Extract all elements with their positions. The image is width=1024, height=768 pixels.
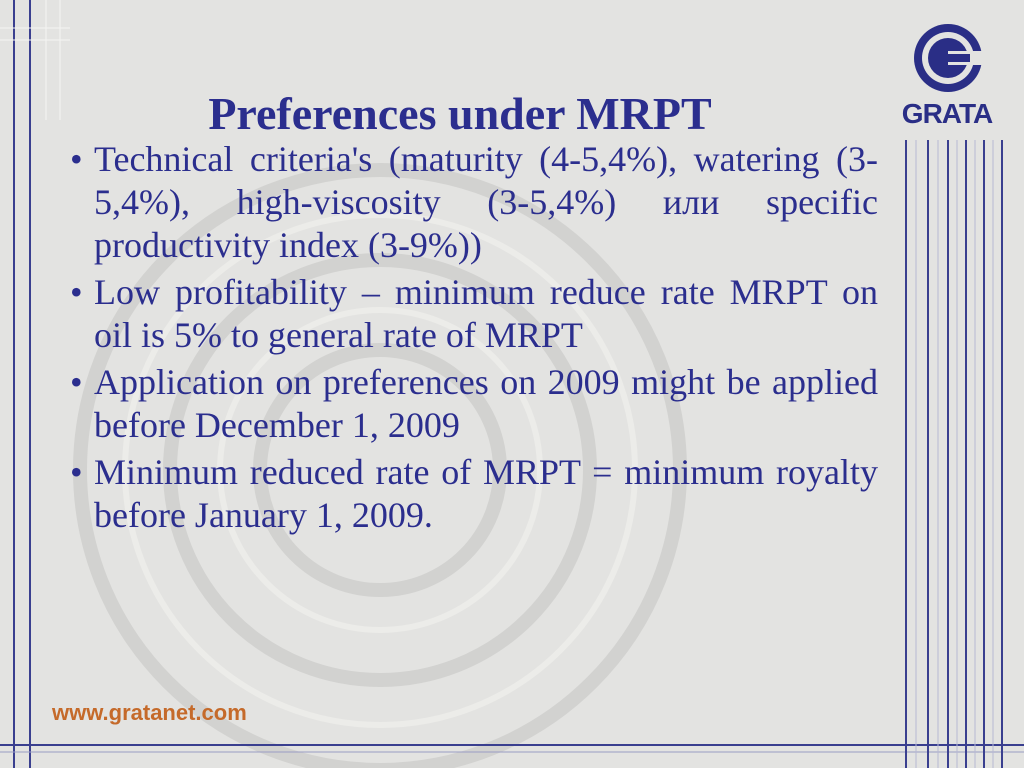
list-item: • Minimum reduced rate of MRPT = minimum… bbox=[62, 451, 878, 537]
logo-text: GRATA bbox=[901, 98, 993, 129]
bullet-marker: • bbox=[70, 452, 83, 492]
bullet-marker: • bbox=[70, 139, 83, 179]
list-item: • Technical criteria's (maturity (4-5,4%… bbox=[62, 138, 878, 267]
bullet-text: Application on preferences on 2009 might… bbox=[94, 362, 878, 445]
footer-url-link[interactable]: www.gratanet.com bbox=[52, 700, 247, 725]
bullet-text: Technical criteria's (maturity (4-5,4%),… bbox=[94, 139, 878, 265]
slide-title: Preferences under MRPT bbox=[208, 88, 712, 139]
grata-logo: GRATA bbox=[888, 18, 1008, 130]
list-item: • Application on preferences on 2009 mig… bbox=[62, 361, 878, 447]
list-item: • Low profitability – minimum reduce rat… bbox=[62, 271, 878, 357]
bullet-text: Minimum reduced rate of MRPT = minimum r… bbox=[94, 452, 878, 535]
bullet-marker: • bbox=[70, 362, 83, 402]
bullet-list: • Technical criteria's (maturity (4-5,4%… bbox=[62, 138, 878, 541]
bullet-marker: • bbox=[70, 272, 83, 312]
grata-g-logo-icon bbox=[914, 24, 982, 92]
bullet-text: Low profitability – minimum reduce rate … bbox=[94, 272, 878, 355]
